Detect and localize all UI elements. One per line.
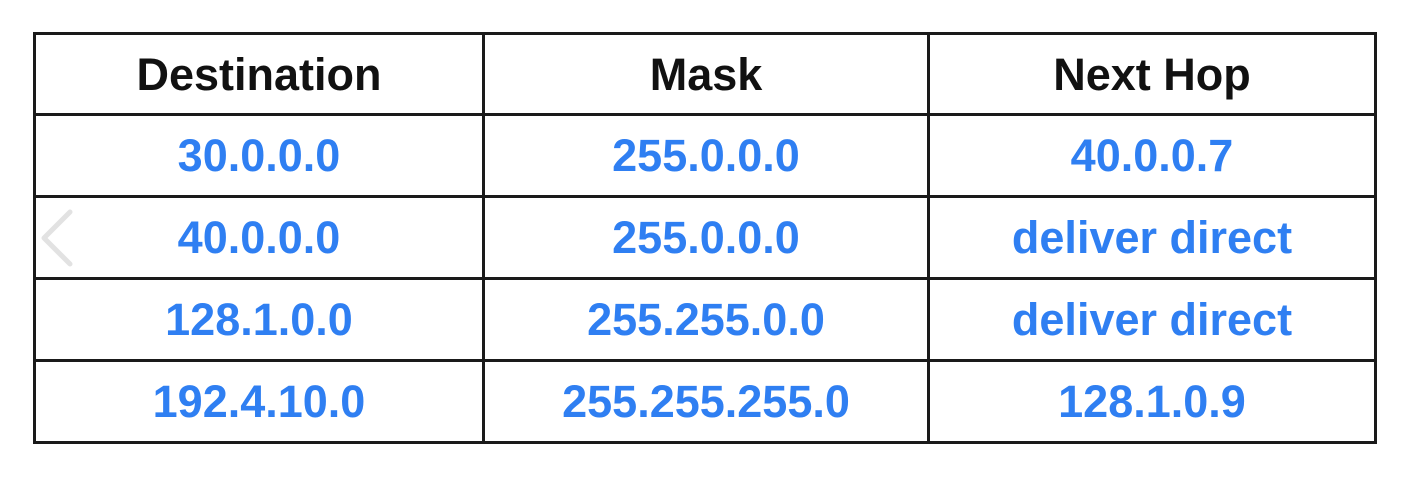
cell-next-hop: 40.0.0.7 (927, 113, 1377, 198)
table-row: 40.0.0.0 255.0.0.0 deliver direct (33, 195, 1377, 280)
header-mask: Mask (482, 32, 930, 116)
cell-mask: 255.0.0.0 (482, 195, 930, 280)
cell-destination: 40.0.0.0 (33, 195, 485, 280)
cell-destination: 192.4.10.0 (33, 359, 485, 444)
cell-destination: 128.1.0.0 (33, 277, 485, 362)
cell-destination: 30.0.0.0 (33, 113, 485, 198)
header-destination: Destination (33, 32, 485, 116)
cell-mask: 255.255.255.0 (482, 359, 930, 444)
header-next-hop: Next Hop (927, 32, 1377, 116)
routing-table: Destination Mask Next Hop 30.0.0.0 255.0… (33, 32, 1377, 444)
chevron-left-icon-graphic (41, 209, 73, 267)
chevron-left-icon[interactable] (38, 208, 78, 268)
cell-next-hop: 128.1.0.9 (927, 359, 1377, 444)
table-row: 192.4.10.0 255.255.255.0 128.1.0.9 (33, 359, 1377, 444)
cell-mask: 255.0.0.0 (482, 113, 930, 198)
cell-next-hop: deliver direct (927, 277, 1377, 362)
table-header-row: Destination Mask Next Hop (33, 32, 1377, 116)
cell-mask: 255.255.0.0 (482, 277, 930, 362)
table-row: 30.0.0.0 255.0.0.0 40.0.0.7 (33, 113, 1377, 198)
table-row: 128.1.0.0 255.255.0.0 deliver direct (33, 277, 1377, 362)
cell-next-hop: deliver direct (927, 195, 1377, 280)
